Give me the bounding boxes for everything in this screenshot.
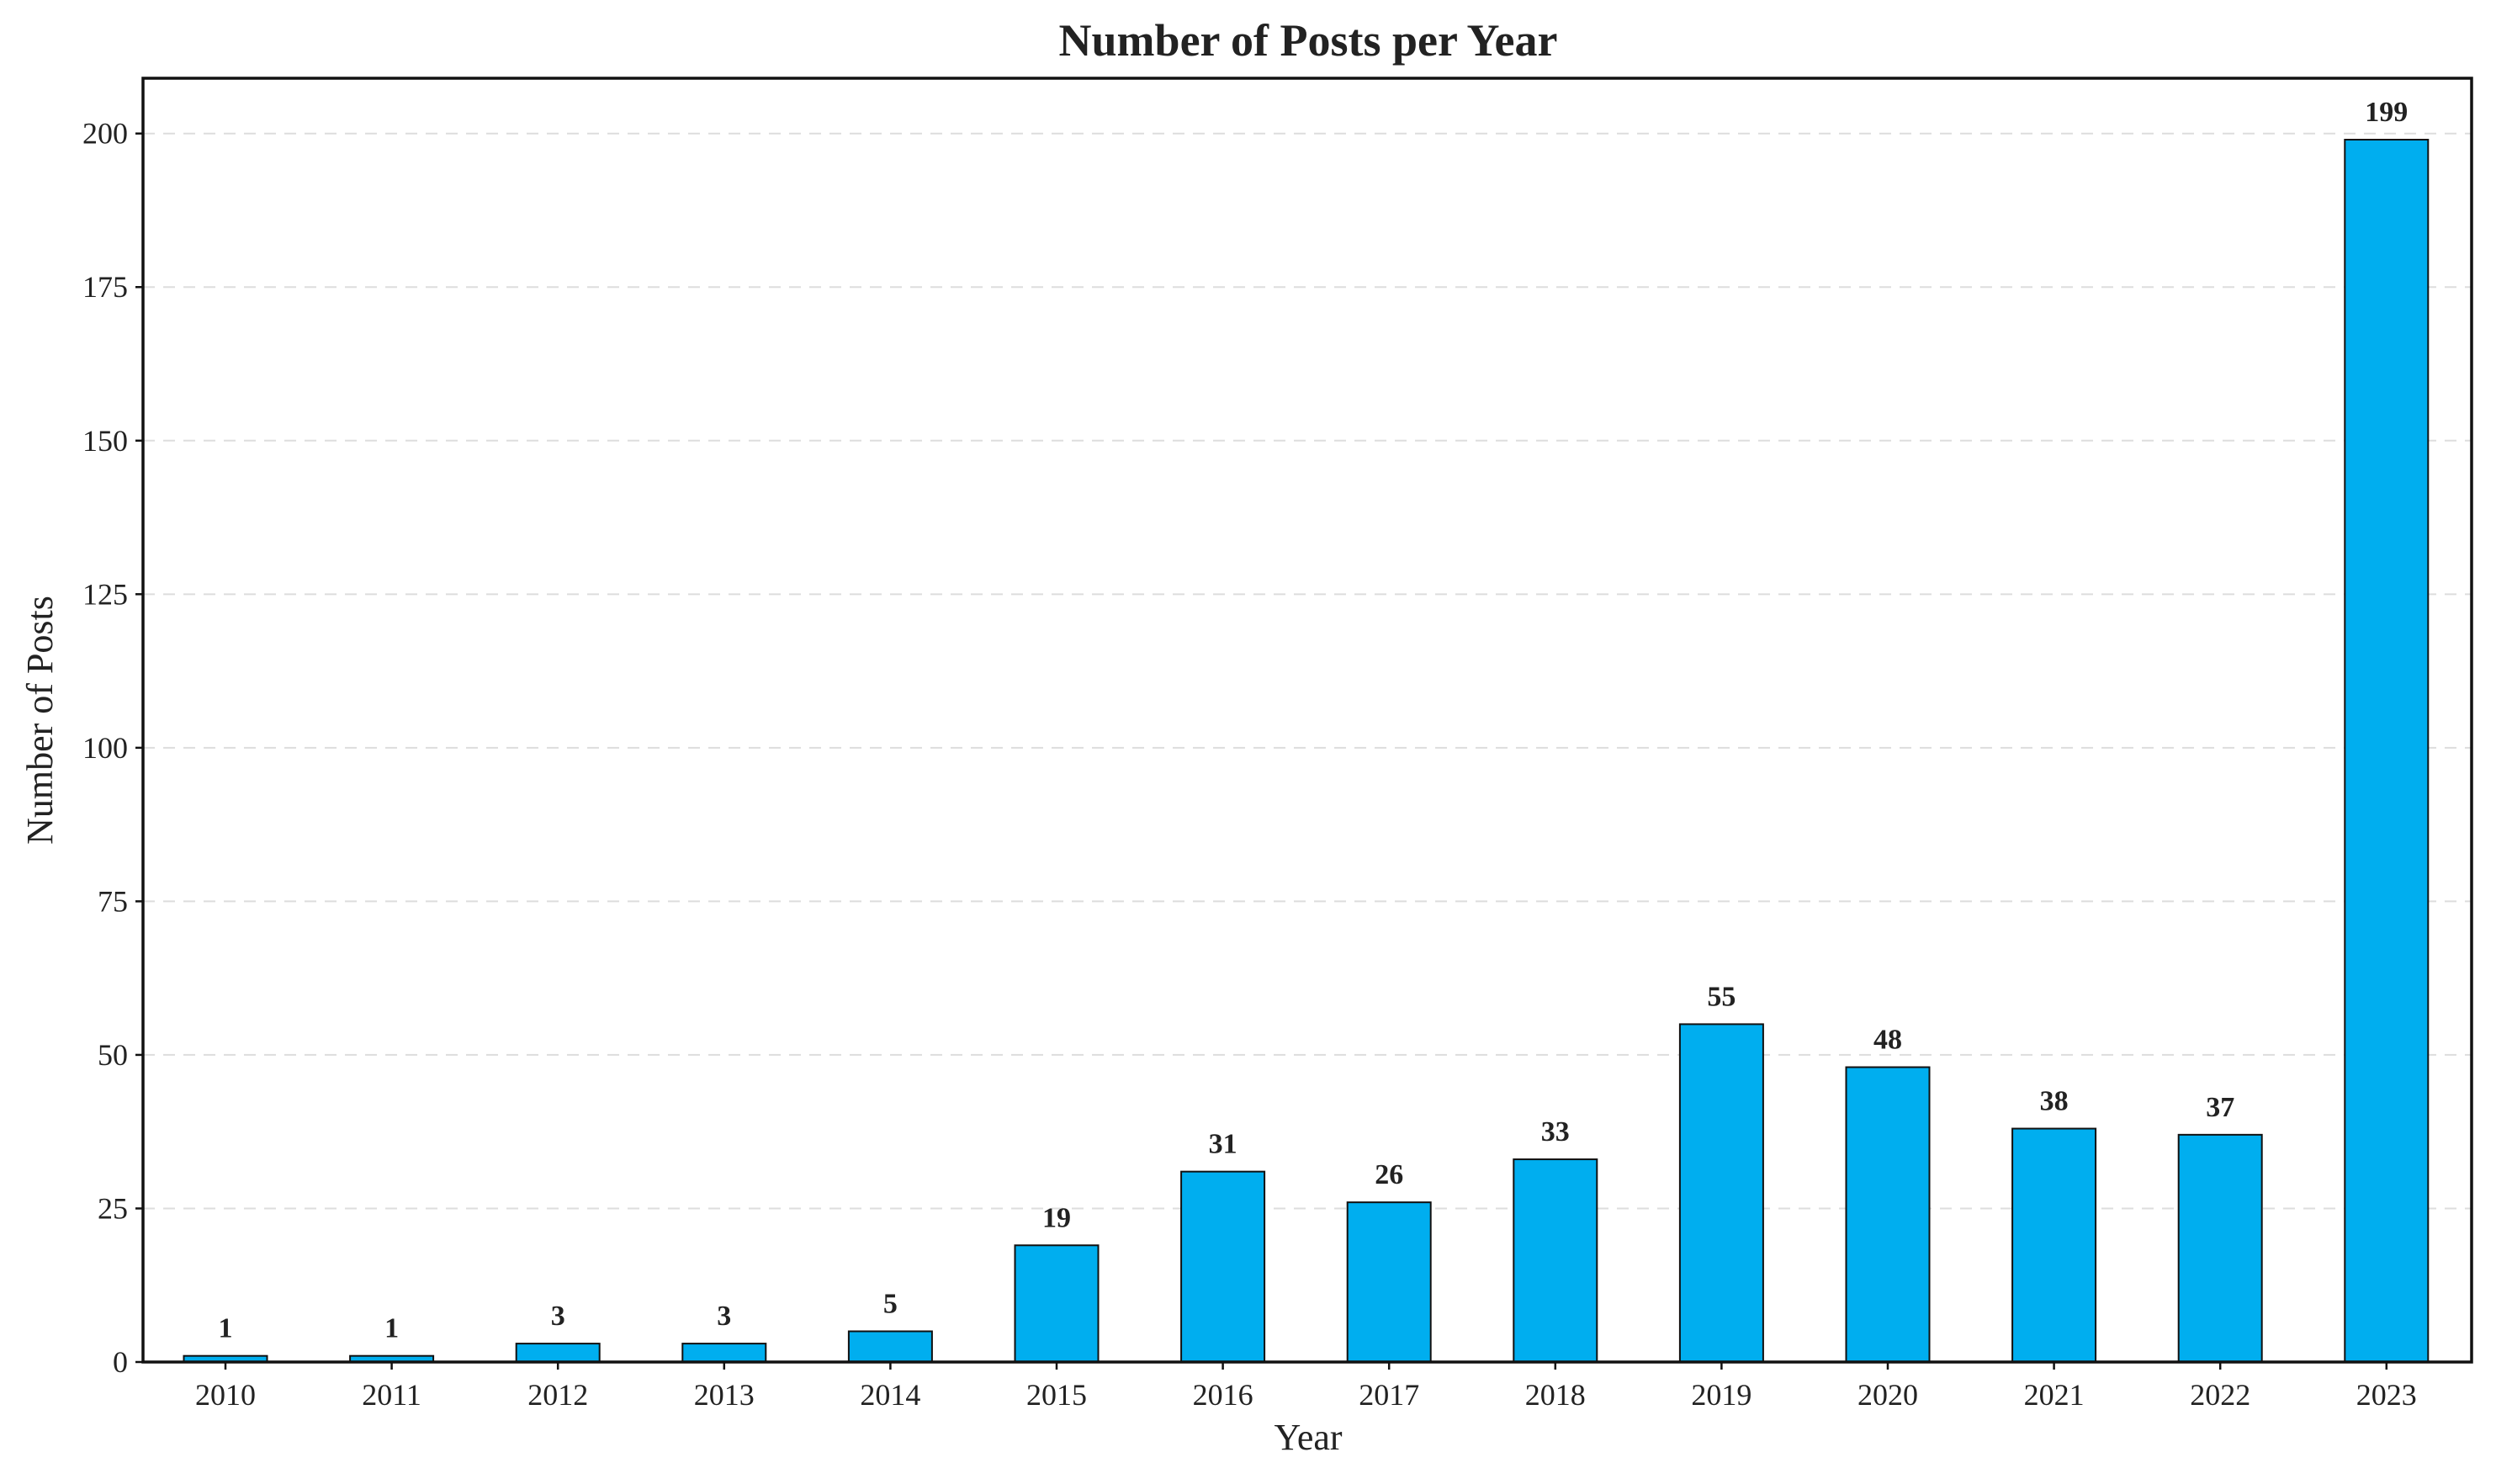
x-tick-label-2017: 2017 xyxy=(1359,1378,1419,1412)
y-tick-label: 150 xyxy=(82,424,128,458)
x-tick-label-2014: 2014 xyxy=(860,1378,920,1412)
bar-2020 xyxy=(1845,1066,1931,1364)
data-label-2023: 199 xyxy=(2365,97,2408,128)
grid-lines xyxy=(143,132,2472,1210)
x-tick-label-2015: 2015 xyxy=(1026,1378,1087,1412)
data-label-2010: 1 xyxy=(219,1313,233,1344)
y-tick-label: 0 xyxy=(113,1345,128,1379)
bar-2019 xyxy=(1678,1023,1764,1363)
x-tick-label-2020: 2020 xyxy=(1857,1378,1918,1412)
bar-2013 xyxy=(681,1343,767,1364)
bar-2022 xyxy=(2177,1133,2263,1364)
x-axis: 2010 2011 2012 2013 2014 2015 2016 2017 2018 2019… xyxy=(195,1362,2417,1412)
bar-2014 xyxy=(847,1330,933,1363)
x-tick-label-2019: 2019 xyxy=(1691,1378,1751,1412)
data-label-2020: 48 xyxy=(1873,1025,1902,1056)
x-axis-label: Year xyxy=(1274,1417,1342,1458)
bar-2012 xyxy=(515,1343,601,1364)
chart-title: Number of Posts per Year xyxy=(1059,15,1558,66)
bar-2021 xyxy=(2011,1127,2097,1363)
x-tick-label-2022: 2022 xyxy=(2190,1378,2250,1412)
bar-2015 xyxy=(1014,1244,1100,1363)
x-tick-label-2018: 2018 xyxy=(1525,1378,1586,1412)
data-label-2012: 3 xyxy=(551,1301,565,1332)
bars xyxy=(183,139,2430,1364)
y-tick-label: 50 xyxy=(98,1038,128,1072)
x-tick-label-2013: 2013 xyxy=(694,1378,755,1412)
data-label-2022: 37 xyxy=(2206,1092,2234,1123)
data-label-2013: 3 xyxy=(717,1301,731,1332)
y-tick-label: 125 xyxy=(82,577,128,611)
bar-2016 xyxy=(1180,1170,1266,1364)
x-tick-label-2021: 2021 xyxy=(2024,1378,2085,1412)
y-tick-label: 175 xyxy=(82,270,128,304)
y-tick-label: 25 xyxy=(98,1191,128,1225)
data-label-2019: 55 xyxy=(1707,981,1736,1012)
bar-2018 xyxy=(1513,1158,1598,1363)
plot-frame xyxy=(141,77,2473,1364)
x-tick-label-2011: 2011 xyxy=(362,1378,421,1412)
data-label-2021: 38 xyxy=(2040,1086,2069,1117)
y-axis: 0 25 50 75 100 125 150 175 200 xyxy=(82,117,143,1379)
y-tick-label: 200 xyxy=(82,117,128,151)
x-tick-label-2010: 2010 xyxy=(195,1378,256,1412)
data-label-2017: 26 xyxy=(1375,1159,1403,1190)
data-label-2014: 5 xyxy=(883,1288,898,1319)
y-axis-label: Number of Posts xyxy=(19,596,61,845)
y-tick-label: 75 xyxy=(98,884,128,918)
data-label-2011: 1 xyxy=(384,1313,399,1344)
bar-2023 xyxy=(2344,139,2430,1363)
data-label-2015: 19 xyxy=(1042,1202,1071,1233)
x-tick-label-2023: 2023 xyxy=(2356,1378,2417,1412)
x-tick-label-2016: 2016 xyxy=(1193,1378,1253,1412)
x-tick-label-2012: 2012 xyxy=(527,1378,588,1412)
bar-2017 xyxy=(1346,1201,1432,1364)
data-label-2018: 33 xyxy=(1541,1116,1570,1147)
data-label-2016: 31 xyxy=(1209,1129,1237,1160)
y-tick-label: 100 xyxy=(82,731,128,765)
